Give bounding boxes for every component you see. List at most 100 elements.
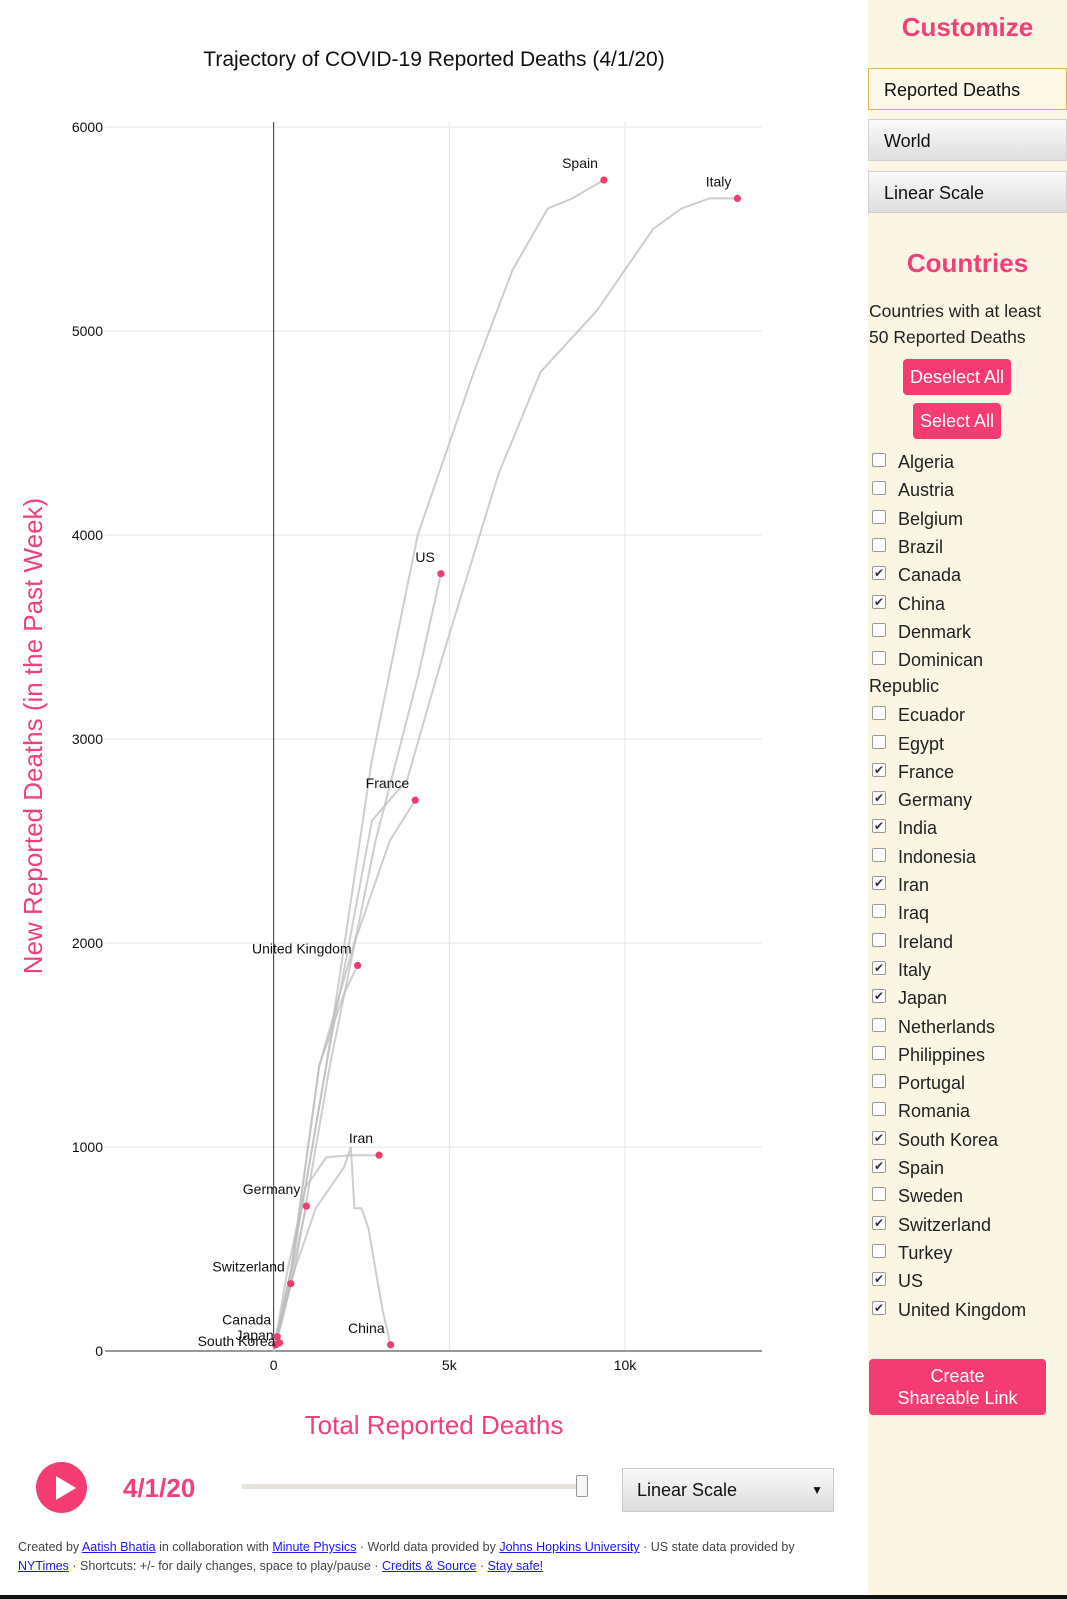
y-tick-label: 6000 (72, 119, 103, 135)
country-label: France (898, 761, 955, 782)
checkbox-icon[interactable] (872, 1017, 886, 1032)
checked-checkbox-icon[interactable]: ✔ (872, 1300, 886, 1315)
country-label: Spain (898, 1158, 945, 1179)
series-point[interactable] (600, 176, 608, 184)
series-point[interactable] (411, 796, 419, 804)
checkbox-icon[interactable] (872, 1187, 886, 1202)
country-label: Denmark (898, 621, 972, 642)
play-icon (56, 1476, 76, 1500)
checked-checkbox-icon[interactable]: ✔ (872, 1159, 886, 1174)
checkbox-icon[interactable] (872, 847, 886, 862)
bottom-strip (0, 1595, 1067, 1599)
metric-select[interactable]: Reported Deaths (868, 68, 1067, 110)
y-axis-label: New Reported Deaths (in the Past Week) (18, 498, 48, 974)
country-label: Switzerland (898, 1214, 992, 1235)
country-label: Netherlands (898, 1016, 996, 1037)
play-button[interactable] (36, 1462, 87, 1513)
deselect-all-button[interactable]: Deselect All (903, 359, 1011, 395)
y-tick-label: 4000 (72, 527, 103, 543)
series-label: Spain (562, 155, 598, 171)
checkbox-icon[interactable] (872, 1102, 886, 1117)
checkbox-icon[interactable] (872, 734, 886, 749)
checkbox-icon[interactable] (872, 1045, 886, 1060)
scale-select-value: Linear Scale (637, 1480, 738, 1500)
series-point[interactable] (387, 1341, 395, 1349)
grid-layer (105, 122, 762, 1352)
country-label: Romania (898, 1101, 971, 1122)
checkbox-icon[interactable] (872, 537, 886, 552)
minute-physics-link[interactable]: Minute Physics (272, 1540, 357, 1554)
series-label: Switzerland (212, 1259, 284, 1275)
checkbox-icon[interactable] (872, 1074, 886, 1089)
checkbox-icon[interactable] (872, 509, 886, 524)
create-shareable-link-button[interactable]: Create Shareable Link (869, 1359, 1046, 1415)
series-point[interactable] (437, 570, 445, 578)
country-label: Dominican (898, 650, 984, 671)
series-line (272, 1205, 308, 1352)
checked-checkbox-icon[interactable]: ✔ (872, 819, 886, 834)
footer-text-5: · Shortcuts: +/- for daily changes, spac… (68, 1559, 382, 1573)
series-line (272, 964, 359, 1352)
chart-area: Trajectory of COVID-19 Reported Deaths (… (18, 48, 762, 1440)
country-label: Egypt (898, 733, 945, 754)
checked-checkbox-icon[interactable]: ✔ (872, 762, 886, 777)
y-tick-label: 1000 (72, 1139, 103, 1155)
series-point[interactable] (302, 1202, 310, 1210)
stay-safe-link[interactable]: Stay safe! (487, 1559, 544, 1573)
series-point[interactable] (273, 1333, 281, 1341)
series-label: Canada (222, 1312, 271, 1328)
checked-checkbox-icon[interactable]: ✔ (872, 566, 886, 581)
series-point[interactable] (733, 194, 742, 202)
checked-checkbox-icon[interactable]: ✔ (872, 1130, 886, 1145)
checkbox-icon[interactable] (872, 481, 886, 496)
series-label: China (348, 1320, 385, 1336)
series-label: US (415, 549, 434, 565)
series-label: Japan (235, 1327, 273, 1343)
country-label: Ecuador (898, 705, 966, 726)
checkbox-icon[interactable] (872, 453, 886, 467)
footer-text-2: in collaboration with (155, 1540, 273, 1554)
series-point[interactable] (354, 961, 362, 970)
date-slider-track[interactable] (241, 1484, 585, 1489)
checkbox-icon[interactable] (872, 932, 886, 947)
checkbox-icon[interactable] (872, 904, 886, 919)
country-label: China (898, 593, 946, 614)
country-label: Belgium (898, 508, 964, 529)
checked-checkbox-icon[interactable]: ✔ (872, 876, 886, 891)
country-label: Austria (898, 480, 955, 501)
series-point[interactable] (287, 1280, 295, 1288)
country-label: Canada (898, 565, 962, 586)
checked-checkbox-icon[interactable]: ✔ (872, 1215, 886, 1230)
series-point[interactable] (272, 1341, 280, 1349)
series-point[interactable] (375, 1151, 383, 1159)
x-tick-label: 0 (270, 1357, 278, 1373)
scale-select[interactable]: Linear Scale ▼ (622, 1468, 834, 1512)
country-label: India (898, 818, 938, 839)
checkbox-icon[interactable] (872, 706, 886, 721)
nytimes-link[interactable]: NYTimes (18, 1559, 69, 1573)
scale-select-sidebar[interactable]: Linear Scale (868, 171, 1067, 213)
checked-checkbox-icon[interactable]: ✔ (872, 960, 886, 975)
select-all-button[interactable]: Select All (913, 403, 1001, 439)
y-tick-label: 0 (95, 1343, 103, 1359)
series-label: United Kingdom (252, 940, 352, 956)
jhu-link[interactable]: Johns Hopkins University (499, 1540, 640, 1554)
countries-subtitle: Countries with at least 50 Reported Deat… (869, 301, 1042, 347)
checkbox-icon[interactable] (872, 651, 886, 666)
region-select[interactable]: World (868, 119, 1067, 161)
series-line (272, 1146, 392, 1352)
series-label: France (366, 775, 410, 791)
checked-checkbox-icon[interactable]: ✔ (872, 594, 886, 609)
checked-checkbox-icon[interactable]: ✔ (872, 989, 886, 1004)
checkbox-icon[interactable] (872, 1243, 886, 1258)
author-link[interactable]: Aatish Bhatia (81, 1540, 156, 1554)
credits-link[interactable]: Credits & Source (381, 1559, 477, 1573)
checkbox-icon[interactable] (872, 622, 886, 637)
series-line (272, 197, 738, 1352)
date-slider-handle[interactable] (576, 1475, 588, 1497)
footer-text-6: · (476, 1559, 488, 1573)
checked-checkbox-icon[interactable]: ✔ (872, 1272, 886, 1287)
checked-checkbox-icon[interactable]: ✔ (872, 791, 886, 806)
country-label: Germany (898, 790, 973, 811)
country-label: Brazil (898, 536, 944, 557)
